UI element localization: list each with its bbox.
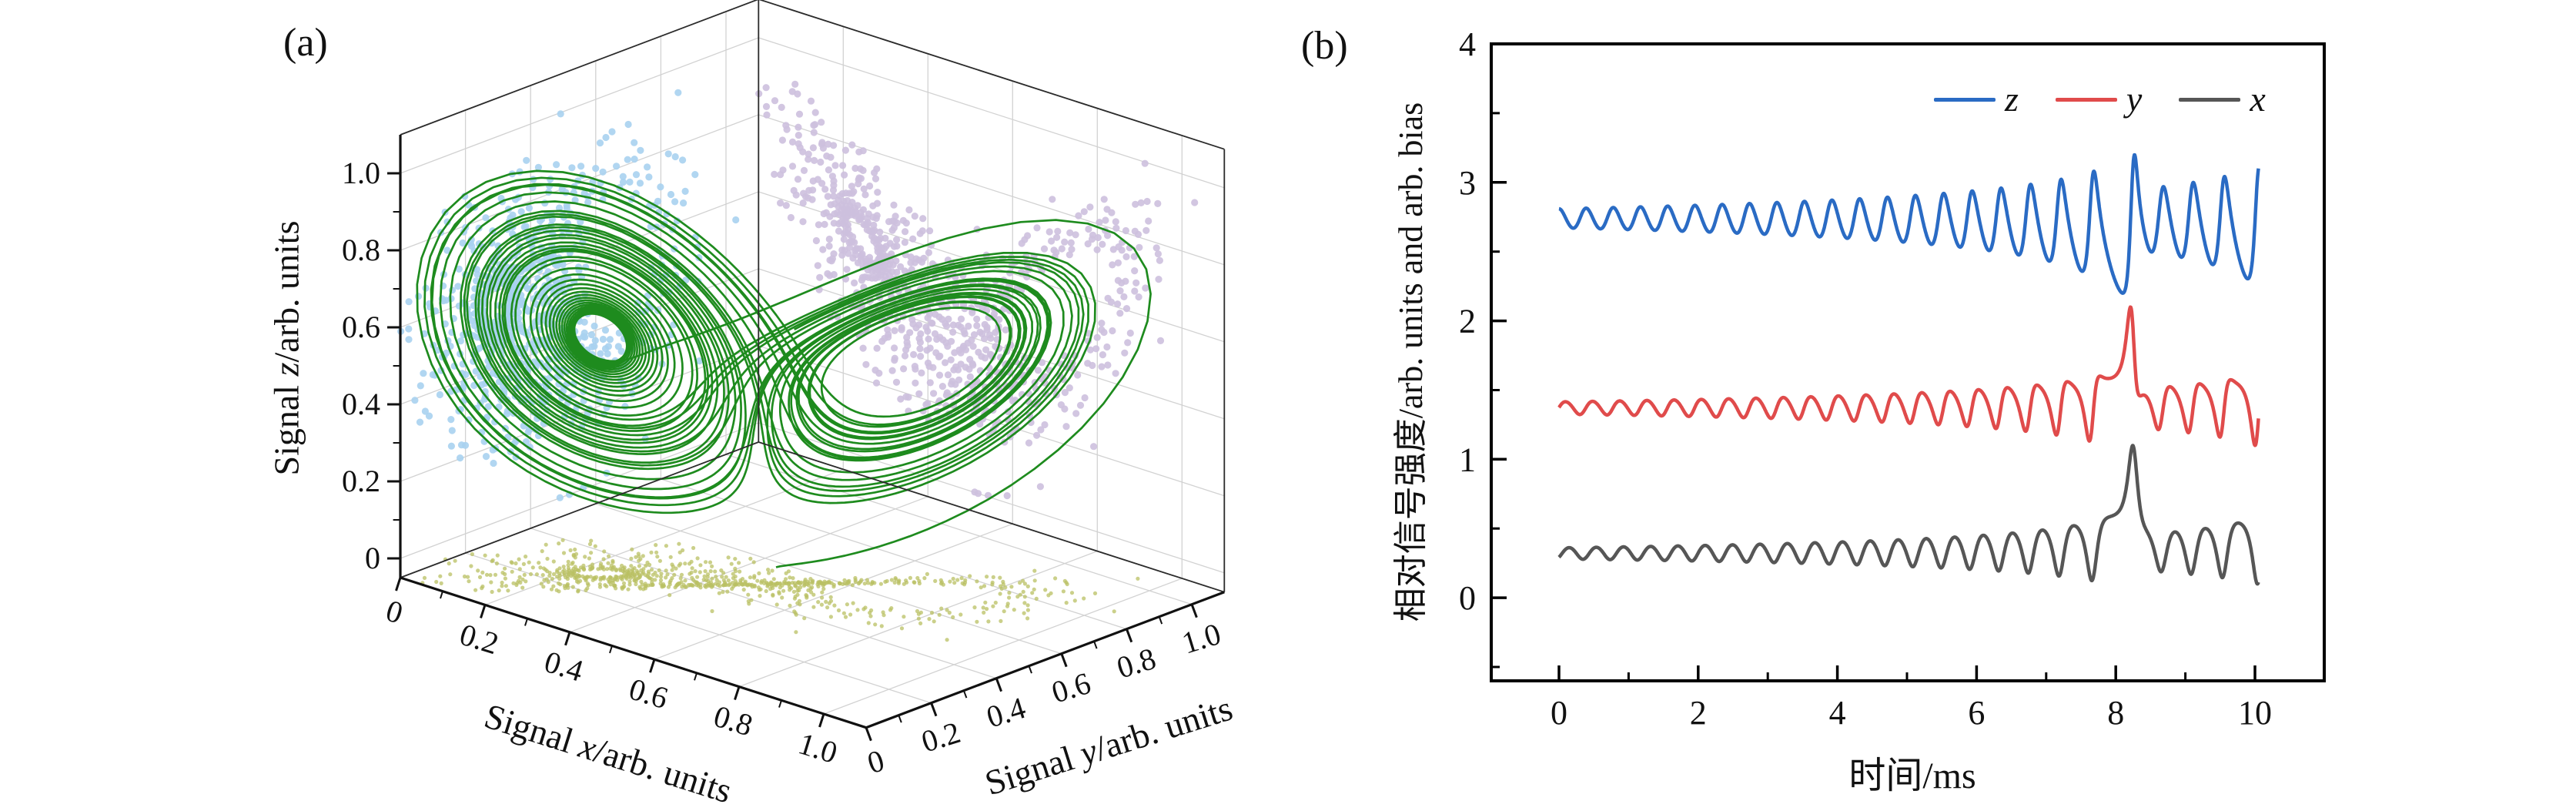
svg-text:0: 0 — [365, 541, 380, 575]
svg-text:0.6: 0.6 — [1048, 665, 1095, 710]
svg-text:2: 2 — [1459, 303, 1476, 340]
svg-text:0: 0 — [1459, 579, 1476, 617]
svg-text:0.4: 0.4 — [342, 387, 380, 421]
panel-b-frame — [1490, 42, 2326, 682]
z-label-pre: Signal — [266, 376, 306, 476]
svg-text:0.4: 0.4 — [982, 690, 1029, 735]
panel-a-projection-xy-floor-scatter — [420, 538, 1140, 642]
panel-b-plot: 0 2 4 6 8 10 0 1 2 3 4 — [1459, 25, 2326, 732]
trace-y — [1557, 305, 2260, 447]
svg-text:10: 10 — [2238, 694, 2272, 732]
panel-b-ticks: 0 2 4 6 8 10 0 1 2 3 4 — [1459, 25, 2272, 732]
trace-x — [1557, 444, 2260, 586]
svg-text:1.0: 1.0 — [1178, 616, 1225, 661]
panel-a-lorenz-trajectory — [416, 169, 1152, 568]
svg-text:0.2: 0.2 — [456, 617, 503, 662]
z-label-var: z — [266, 362, 306, 377]
svg-text:0.6: 0.6 — [342, 310, 380, 344]
svg-text:0: 0 — [1551, 694, 1567, 732]
legend-label-z: z — [2005, 79, 2019, 119]
svg-text:1.0: 1.0 — [342, 156, 380, 190]
svg-text:4: 4 — [1459, 25, 1476, 63]
svg-text:3: 3 — [1459, 164, 1476, 202]
svg-text:0: 0 — [382, 593, 406, 631]
legend-line-z-icon — [1934, 97, 1996, 102]
panel-b-label: (b) — [1301, 24, 1348, 68]
svg-text:8: 8 — [2107, 694, 2124, 732]
legend-label-x: x — [2250, 79, 2266, 119]
svg-text:0.4: 0.4 — [540, 644, 587, 689]
legend-line-x-icon — [2179, 97, 2241, 102]
panel-a-label: (a) — [283, 21, 328, 65]
legend-label-y: y — [2126, 79, 2143, 119]
legend-item-z: z — [1934, 82, 2019, 117]
svg-text:0.8: 0.8 — [1112, 641, 1159, 685]
svg-text:1.0: 1.0 — [795, 726, 841, 770]
legend: z y x — [1934, 82, 2266, 117]
svg-text:0.6: 0.6 — [625, 671, 672, 715]
panel-b-x-axis-label: 时间/ms — [1848, 756, 1976, 796]
panel-b-traces — [1557, 152, 2260, 586]
svg-text:0.8: 0.8 — [710, 699, 757, 743]
panel-a-z-axis-label: Signal z/arb. units — [266, 221, 307, 476]
svg-text:0.2: 0.2 — [918, 715, 965, 759]
legend-item-y: y — [2055, 79, 2143, 119]
trace-z — [1557, 152, 2260, 295]
panel-b-y-axis-label: 相对信号强度/arb. units and arb. bias — [1392, 102, 1430, 622]
panel-a-box-edges — [399, 0, 1226, 729]
svg-text:0: 0 — [863, 742, 888, 780]
svg-text:2: 2 — [1690, 694, 1707, 732]
svg-text:4: 4 — [1829, 694, 1846, 732]
svg-text:0.8: 0.8 — [342, 233, 380, 267]
legend-line-y-icon — [2055, 97, 2117, 102]
z-label-post: /arb. units — [266, 220, 306, 363]
legend-item-x: x — [2179, 79, 2266, 119]
svg-text:0.2: 0.2 — [342, 464, 380, 498]
svg-text:6: 6 — [1968, 694, 1985, 732]
svg-text:1: 1 — [1459, 441, 1476, 478]
